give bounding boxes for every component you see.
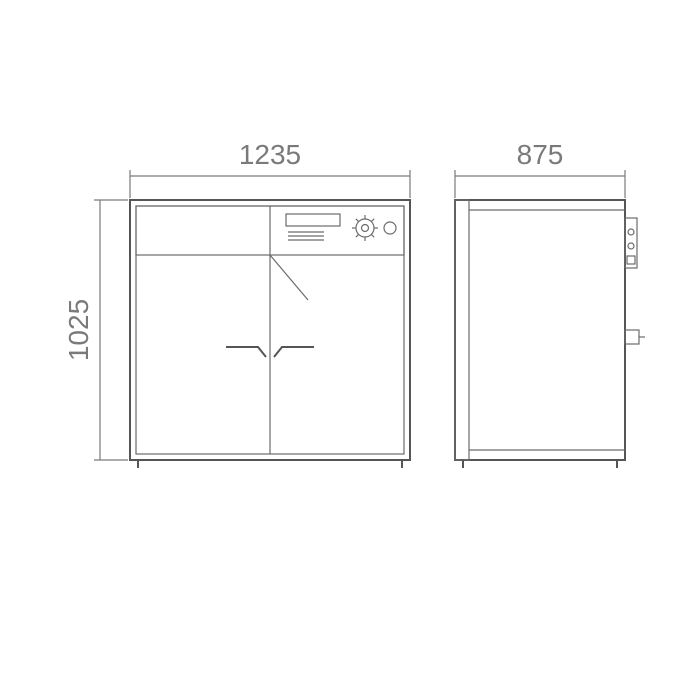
side-rear-stub (625, 330, 639, 344)
rear-port-3 (627, 256, 635, 264)
dim-width-front-label: 1235 (239, 139, 301, 170)
display-window (286, 214, 340, 226)
side-outer (455, 200, 625, 460)
rear-port-1 (628, 229, 634, 235)
dim-height-label: 1025 (63, 299, 94, 361)
right-door-handle (274, 347, 314, 357)
dim-width-front: 1235 (130, 139, 410, 198)
side-view (455, 200, 645, 468)
dim-depth-side-label: 875 (517, 139, 564, 170)
dim-depth-side: 875 (455, 139, 625, 198)
left-door-handle (226, 347, 266, 357)
control-panel (286, 214, 396, 241)
rear-port-2 (628, 243, 634, 249)
side-front-slab (455, 200, 469, 460)
dim-height: 1025 (63, 200, 128, 460)
drawing-canvas: 1235 875 1025 (0, 0, 700, 700)
vent-lines (288, 232, 324, 240)
door-swing-indicator (270, 255, 308, 300)
gear-icon (352, 215, 378, 241)
front-view (130, 200, 410, 468)
knob-icon (384, 222, 396, 234)
